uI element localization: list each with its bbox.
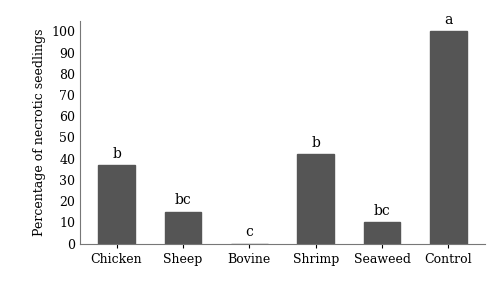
Bar: [364, 222, 401, 244]
Text: bc: bc: [174, 193, 192, 208]
Bar: [164, 212, 201, 244]
Text: b: b: [312, 136, 320, 150]
Bar: [430, 31, 467, 244]
Y-axis label: Percentage of necrotic seedlings: Percentage of necrotic seedlings: [32, 29, 46, 236]
Bar: [298, 154, 334, 244]
Text: a: a: [444, 13, 452, 27]
Bar: [98, 165, 135, 244]
Text: b: b: [112, 147, 121, 161]
Text: bc: bc: [374, 204, 390, 218]
Text: c: c: [246, 225, 253, 239]
